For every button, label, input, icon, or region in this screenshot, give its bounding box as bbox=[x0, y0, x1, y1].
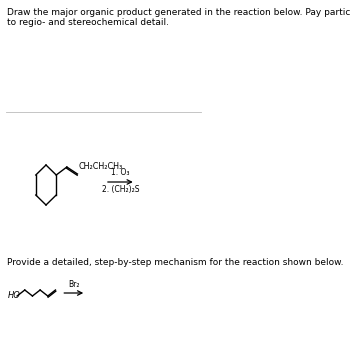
Text: HO: HO bbox=[8, 291, 21, 300]
Text: CH₂CH₂CH₃: CH₂CH₂CH₃ bbox=[79, 162, 123, 171]
Text: 2. (CH₂)₂S: 2. (CH₂)₂S bbox=[102, 185, 139, 194]
Text: Br₂: Br₂ bbox=[68, 280, 79, 289]
Text: Provide a detailed, step-by-step mechanism for the reaction shown below.: Provide a detailed, step-by-step mechani… bbox=[7, 258, 344, 267]
Text: Draw the major organic product generated in the reaction below. Pay particular a: Draw the major organic product generated… bbox=[7, 8, 350, 17]
Text: to regio- and stereochemical detail.: to regio- and stereochemical detail. bbox=[7, 18, 169, 27]
Text: 1. O₃: 1. O₃ bbox=[111, 168, 130, 177]
